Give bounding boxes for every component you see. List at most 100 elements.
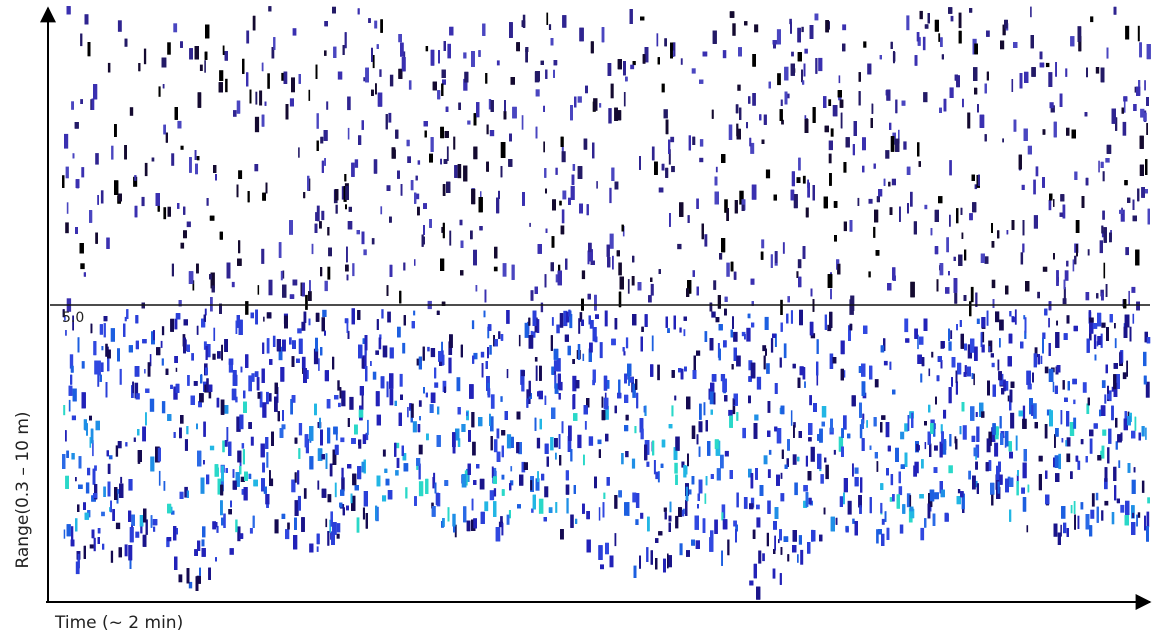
- echo-speck: [498, 521, 504, 528]
- echo-speck: [556, 324, 560, 334]
- echo-speck: [236, 416, 241, 432]
- echo-speck: [582, 353, 585, 361]
- echo-speck: [261, 248, 265, 264]
- echo-speck: [780, 472, 783, 479]
- echo-speck: [949, 87, 954, 98]
- echo-speck: [501, 474, 505, 480]
- echo-speck: [338, 402, 341, 408]
- echo-speck: [489, 130, 495, 137]
- echo-speck: [108, 455, 113, 460]
- echo-speck: [809, 395, 812, 406]
- echo-speck: [679, 543, 683, 556]
- echo-speck: [1131, 286, 1136, 293]
- echo-speck: [820, 474, 824, 484]
- echo-speck: [845, 527, 849, 533]
- echo-speck: [1045, 62, 1050, 68]
- echo-speck: [1106, 47, 1109, 59]
- echo-speck: [538, 498, 544, 514]
- echo-speck: [1065, 68, 1068, 77]
- echo-speck: [903, 141, 907, 150]
- echo-speck: [1122, 372, 1127, 380]
- echo-speck: [89, 437, 92, 448]
- echo-speck: [405, 487, 408, 499]
- echo-speck: [984, 256, 989, 264]
- echo-speck: [316, 113, 319, 129]
- echo-speck: [493, 439, 498, 453]
- echo-speck: [657, 471, 660, 483]
- echo-speck: [716, 468, 721, 481]
- echo-speck: [129, 107, 134, 116]
- echo-speck: [843, 221, 847, 232]
- echo-speck: [502, 263, 507, 277]
- echo-speck: [555, 502, 558, 513]
- echo-speck: [324, 50, 327, 56]
- echo-speck: [891, 178, 896, 186]
- echo-speck: [161, 401, 166, 414]
- echo-speck: [830, 128, 834, 137]
- echo-speck: [994, 442, 999, 457]
- echo-speck: [427, 346, 430, 352]
- echo-speck: [579, 312, 583, 322]
- echo-speck: [500, 516, 503, 525]
- echo-speck: [102, 543, 105, 550]
- echo-speck: [110, 328, 115, 342]
- echo-speck: [656, 33, 659, 47]
- echo-speck: [510, 466, 513, 472]
- echo-speck: [376, 414, 381, 426]
- echo-speck: [646, 461, 650, 467]
- echo-speck: [1100, 333, 1103, 348]
- echo-speck: [321, 317, 325, 332]
- echo-speck: [562, 190, 567, 200]
- echo-speck: [847, 500, 852, 515]
- echo-speck: [1063, 522, 1067, 534]
- echo-speck: [94, 465, 97, 471]
- echo-speck: [212, 353, 216, 360]
- echo-speck: [245, 301, 249, 315]
- echo-speck: [688, 135, 691, 151]
- echo-speck: [651, 146, 655, 161]
- echo-speck: [540, 302, 544, 313]
- echo-speck: [1099, 240, 1103, 254]
- echo-speck: [818, 57, 823, 72]
- echo-speck: [899, 524, 904, 534]
- echo-speck: [551, 317, 554, 326]
- echo-speck: [1049, 102, 1054, 109]
- echo-speck: [726, 262, 730, 277]
- echo-speck: [1037, 291, 1040, 299]
- echo-speck: [567, 436, 572, 452]
- echo-speck: [322, 309, 327, 317]
- echo-speck: [581, 270, 586, 280]
- echo-speck: [111, 145, 114, 160]
- echo-speck: [1069, 422, 1075, 436]
- echo-speck: [291, 77, 295, 93]
- echo-speck: [828, 99, 832, 106]
- echo-speck: [448, 341, 453, 355]
- echo-speck: [506, 369, 509, 379]
- echo-speck: [804, 381, 806, 388]
- echo-speck: [868, 198, 873, 204]
- echo-speck: [1090, 509, 1095, 519]
- echo-speck: [628, 372, 630, 386]
- echo-speck: [1010, 412, 1015, 429]
- echo-speck: [68, 399, 71, 412]
- echo-speck: [931, 351, 934, 358]
- echo-speck: [1070, 505, 1073, 514]
- echo-speck: [147, 362, 151, 377]
- echo-speck: [254, 116, 260, 133]
- echo-speck: [508, 510, 511, 519]
- echo-speck: [596, 181, 598, 189]
- echo-speck: [418, 400, 422, 407]
- echo-speck: [453, 523, 456, 533]
- echo-speck: [655, 471, 659, 480]
- echo-speck: [395, 442, 400, 449]
- echo-speck: [203, 341, 207, 350]
- echo-speck: [744, 334, 746, 340]
- echo-speck: [1104, 394, 1107, 404]
- echo-speck: [780, 299, 783, 315]
- echo-speck: [434, 382, 439, 388]
- echo-speck: [748, 468, 752, 478]
- echo-speck: [282, 270, 285, 279]
- echo-speck: [1002, 138, 1004, 143]
- echo-speck: [341, 477, 345, 492]
- echo-speck: [378, 337, 382, 350]
